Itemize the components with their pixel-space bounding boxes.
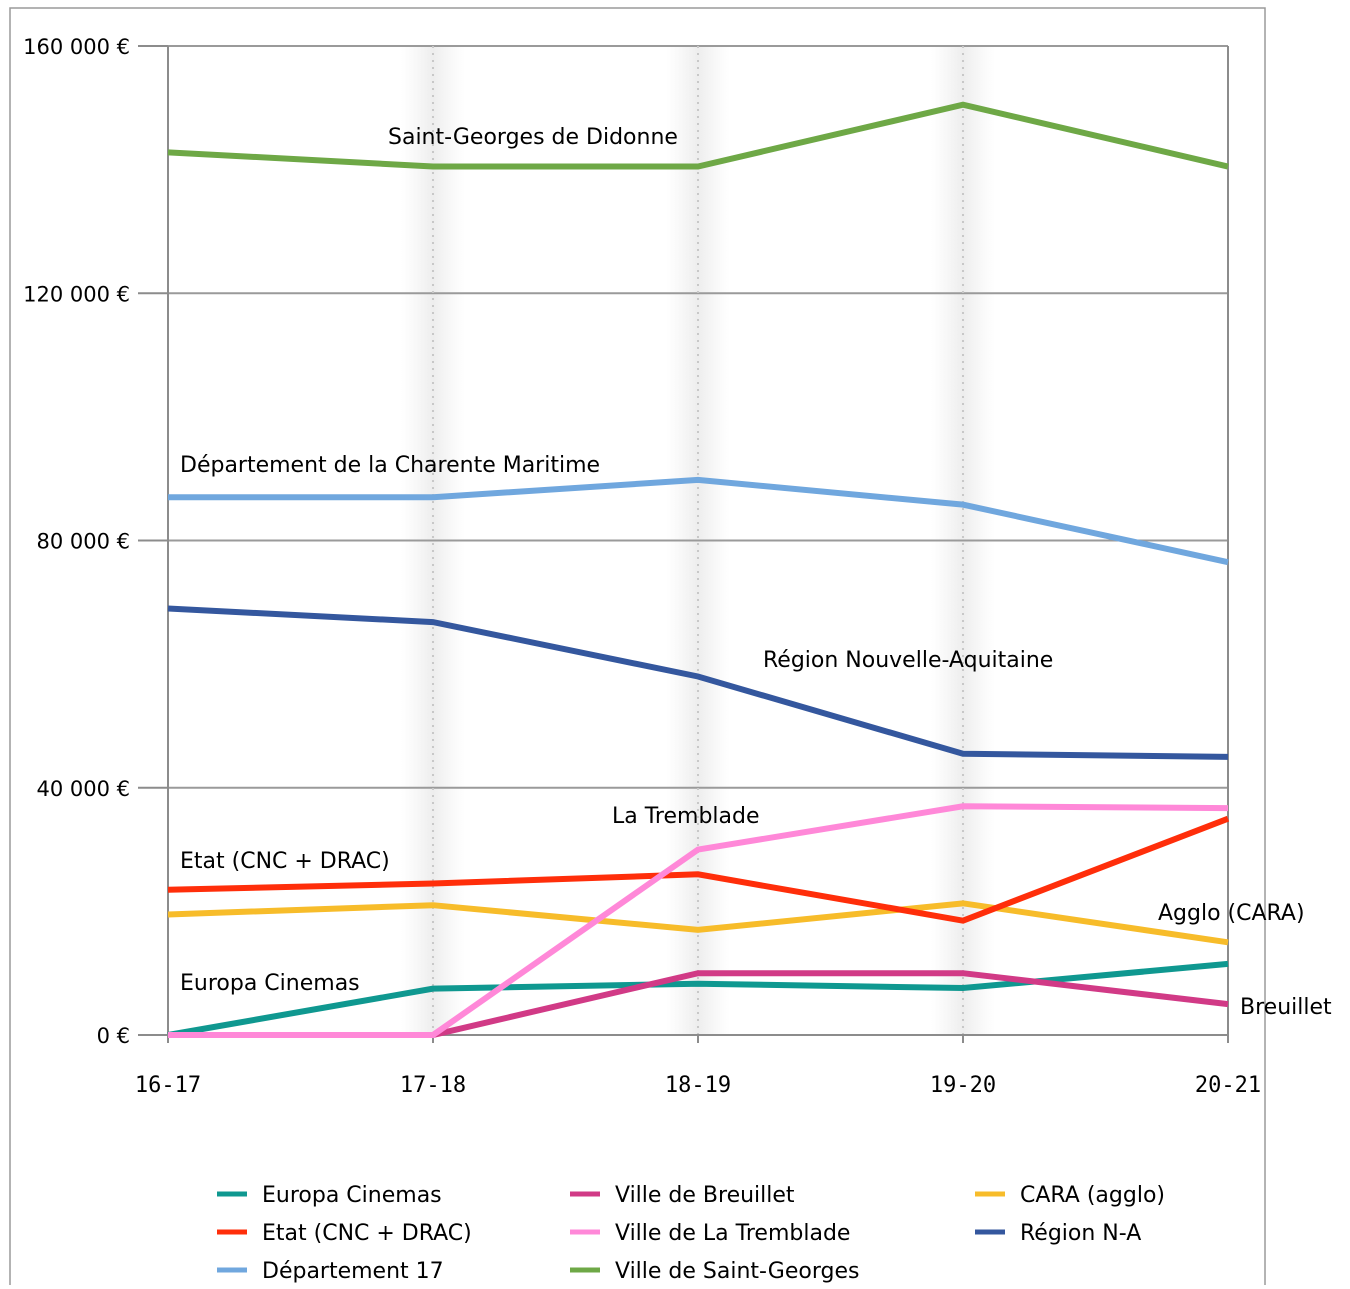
legend-label: Etat (CNC + DRAC) [262,1221,472,1246]
legend-label: Ville de Breuillet [615,1183,795,1208]
legend-label: Ville de La Tremblade [615,1221,850,1246]
legend-item-ville-de-saint-georges: Ville de Saint-Georges [570,1259,859,1284]
y-tick-label: 0 € [97,1024,130,1048]
x-tick-label: 20-21 [1195,1073,1261,1098]
legend-item-ville-de-la-tremblade: Ville de La Tremblade [570,1221,850,1246]
annotation-departement-de-la-charente-maritime: Département de la Charente Maritime [180,453,600,478]
legend-item-europa-cinemas: Europa Cinemas [217,1183,442,1208]
legend-label: CARA (agglo) [1020,1183,1165,1208]
legend-label: Région N-A [1020,1221,1141,1246]
legend-label: Europa Cinemas [262,1183,442,1208]
legend-label: Département 17 [262,1259,444,1284]
legend-item-departement-17: Département 17 [217,1259,444,1284]
annotation-breuillet: Breuillet [1240,995,1332,1020]
annotation-agglo-cara: Agglo (CARA) [1158,901,1305,926]
y-axis-tick-labels: 0 € 40 000 € 80 000 € 120 000 € 160 000 € [23,35,130,1048]
x-tick-label: 18-19 [665,1073,731,1098]
annotation-region-nouvelle-aquitaine: Région Nouvelle-Aquitaine [763,648,1053,673]
annotation-etat-cnc-drac: Etat (CNC + DRAC) [180,849,390,874]
legend-item-cara-agglo: CARA (agglo) [975,1183,1165,1208]
legend-label: Ville de Saint-Georges [615,1259,859,1284]
x-tick-label: 16-17 [135,1073,201,1098]
legend-item-etat-cnc-drac: Etat (CNC + DRAC) [217,1221,472,1246]
y-tick-label: 160 000 € [23,35,130,59]
y-tick-label: 40 000 € [36,777,130,801]
x-axis-tick-labels: 16-17 17-18 18-19 19-20 20-21 [135,1073,1261,1098]
annotation-la-tremblade: La Tremblade [612,804,760,829]
legend: Europa Cinemas Ville de Breuillet CARA (ag… [217,1183,1165,1284]
x-tick-label: 17-18 [400,1073,466,1098]
y-tick-label: 120 000 € [23,282,130,306]
annotation-europa-cinemas: Europa Cinemas [180,971,360,996]
x-tick-label: 19-20 [930,1073,996,1098]
y-tick-label: 80 000 € [36,530,130,554]
annotation-saint-georges-de-didonne: Saint-Georges de Didonne [388,125,678,150]
legend-item-region-n-a: Région N-A [975,1221,1141,1246]
legend-item-ville-de-breuillet: Ville de Breuillet [570,1183,795,1208]
